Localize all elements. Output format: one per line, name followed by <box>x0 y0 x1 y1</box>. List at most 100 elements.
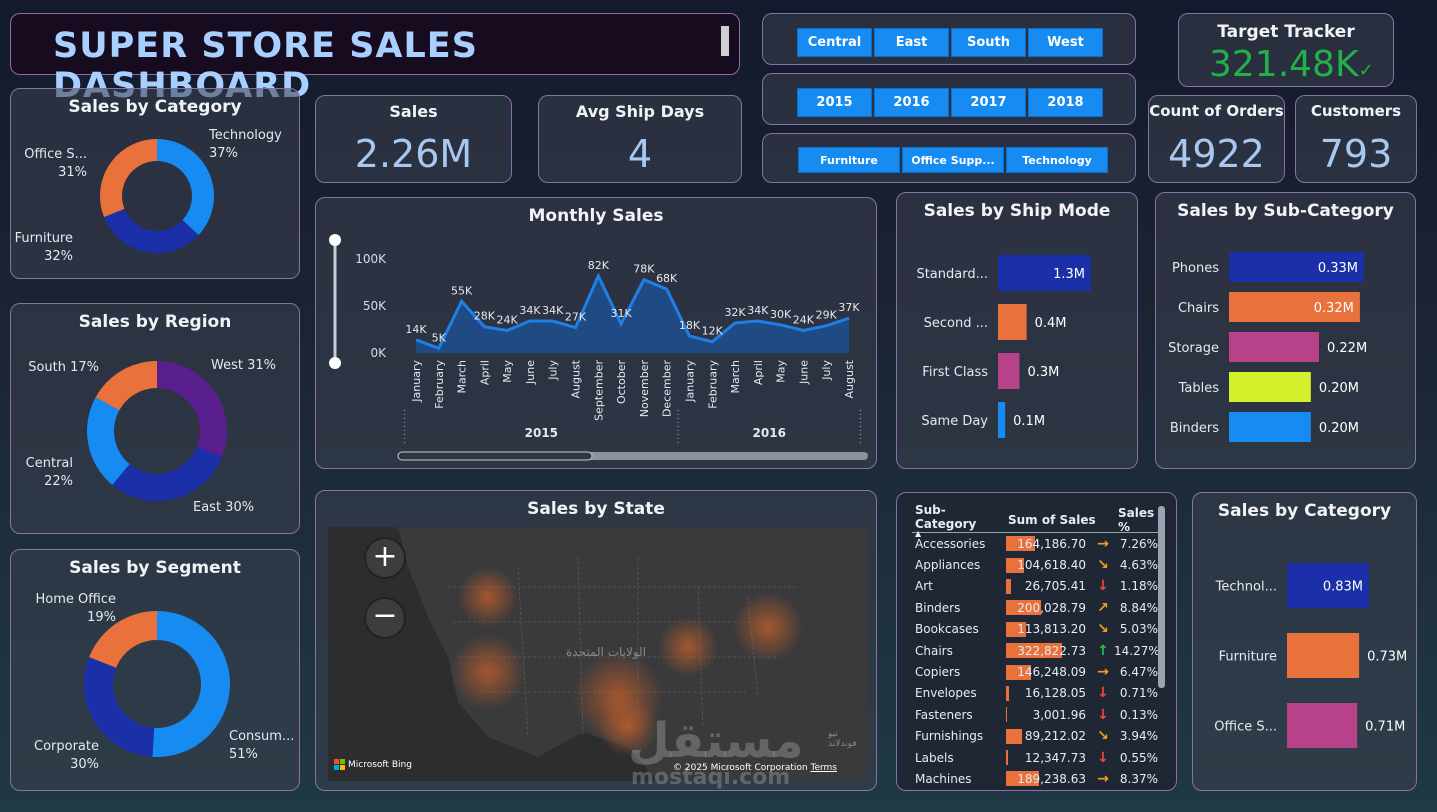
map-credit: Microsoft Bing <box>334 759 412 770</box>
x-tick-label: February <box>706 360 719 409</box>
cell-sales: 200,028.79 <box>1004 599 1092 616</box>
sort-ascending-icon: ▲ <box>915 529 922 538</box>
slicer-option-west[interactable]: West <box>1028 28 1103 57</box>
donut-slice[interactable] <box>100 139 157 217</box>
bar[interactable] <box>1229 332 1319 362</box>
table-row[interactable]: Accessories 164,186.70 → 7.26% <box>912 533 1162 554</box>
map-canvas[interactable]: + − الولايات المتحدة نيو فوندلاند Micros… <box>328 527 868 781</box>
cell-sales-pct: 1.18% <box>1119 579 1158 594</box>
donut-slice[interactable] <box>104 208 199 253</box>
donut-slice[interactable] <box>157 139 214 236</box>
slicer-option-2016[interactable]: 2016 <box>874 88 949 117</box>
bar[interactable] <box>998 353 1020 389</box>
bar-value-label: 1.3M <box>1053 267 1085 282</box>
x-tick-label: December <box>661 360 674 418</box>
table-row[interactable]: Envelopes 16,128.05 ↓ 0.71% <box>912 683 1162 704</box>
slicer-option-south[interactable]: South <box>951 28 1026 57</box>
cell-sales: 12,347.73 <box>1004 749 1092 766</box>
monthly-sales-chart: 0K 50K 100K 14K January 5K February 55K March 28K… <box>329 234 868 461</box>
table-row[interactable]: Furnishings 89,212.02 ↘ 3.94% <box>912 726 1162 747</box>
slicer-option-2017[interactable]: 2017 <box>951 88 1026 117</box>
series-line[interactable] <box>415 272 850 351</box>
donut-slice[interactable] <box>89 611 157 668</box>
cell-subcategory: Fasteners <box>915 707 973 722</box>
subcategory-table: Sub-Category ▲ Sum of Sales Sales % Acces… <box>912 503 1162 793</box>
donut-slice[interactable] <box>112 446 223 501</box>
slicer-option-east[interactable]: East <box>874 28 949 57</box>
x-tick-label: November <box>638 360 651 418</box>
trend-arrow-icon: ↓ <box>1097 685 1109 702</box>
table-row[interactable]: Bookcases 113,813.20 ↘ 5.03% <box>912 619 1162 640</box>
slicer-option-technology[interactable]: Technology <box>1006 147 1108 173</box>
cell-sales: 164,186.70 <box>1004 535 1092 552</box>
bar[interactable] <box>1287 563 1369 608</box>
table-row[interactable]: Fasteners 3,001.96 ↓ 0.13% <box>912 704 1162 725</box>
slicer-option-office-supp[interactable]: Office Supp... <box>902 147 1004 173</box>
slicer-option-central[interactable]: Central <box>797 28 872 57</box>
table-row[interactable]: Labels 12,347.73 ↓ 0.55% <box>912 747 1162 768</box>
bar[interactable] <box>1229 252 1364 282</box>
data-bar <box>1006 557 1025 573</box>
donut-slice[interactable] <box>86 397 130 485</box>
header-sales-pct[interactable]: Sales % <box>1118 506 1155 534</box>
trend-arrow-icon: ↘ <box>1097 728 1109 745</box>
terms-link[interactable]: Terms <box>810 763 837 773</box>
data-label: 34K <box>519 304 541 317</box>
table-row[interactable]: Binders 200,028.79 ↗ 8.84% <box>912 597 1162 618</box>
cell-sales: 104,618.40 <box>1004 557 1092 574</box>
year-slicer: 2015 2016 2017 2018 <box>797 88 1103 117</box>
cell-sales-pct: 6.47% <box>1119 665 1158 680</box>
bar[interactable] <box>998 402 1006 438</box>
region-donut-card: Sales by Region West 31% East 30% Central 2… <box>10 303 300 534</box>
table-row[interactable]: Appliances 104,618.40 ↘ 4.63% <box>912 554 1162 575</box>
trend-arrow-icon: ↓ <box>1097 578 1109 595</box>
donut-slice[interactable] <box>83 657 155 757</box>
bar-category-label: Chairs <box>1178 301 1219 316</box>
bar[interactable] <box>1229 412 1311 442</box>
data-label: 78K <box>633 263 655 276</box>
table-row[interactable]: Art 26,705.41 ↓ 1.18% <box>912 576 1162 597</box>
map-country-label: الولايات المتحدة <box>566 645 647 659</box>
table-row[interactable]: Copiers 146,248.09 → 6.47% <box>912 661 1162 682</box>
table-scrollbar[interactable] <box>1158 506 1165 688</box>
data-label: 24K <box>497 313 519 326</box>
cell-subcategory: Chairs <box>915 643 953 658</box>
slicer-option-2018[interactable]: 2018 <box>1028 88 1103 117</box>
h-scrollbar-thumb[interactable] <box>397 451 593 461</box>
x-tick-label: August <box>570 359 583 398</box>
cell-sales-pct: 8.37% <box>1119 771 1158 786</box>
cell-sales: 89,212.02 <box>1004 728 1092 745</box>
cell-sales-pct: 7.26% <box>1119 536 1158 551</box>
x-tick-label: June <box>524 360 537 385</box>
bar-category-label: Office S... <box>1214 720 1277 735</box>
bar[interactable] <box>1229 292 1360 322</box>
table-row[interactable]: Machines 189,238.63 → 8.37% <box>912 768 1162 789</box>
data-bar <box>1006 750 1009 766</box>
slicer-option-furniture[interactable]: Furniture <box>798 147 900 173</box>
category-donut-card: Sales by Category Technology 37% Furniture… <box>10 88 300 279</box>
x-tick-label: January <box>410 360 423 403</box>
bar[interactable] <box>1287 633 1360 678</box>
header-subcategory[interactable]: Sub-Category ▲ <box>912 503 1004 538</box>
bar[interactable] <box>1229 372 1311 402</box>
donut-label: Central <box>26 456 73 471</box>
zoom-in-button[interactable]: + <box>364 537 406 579</box>
customers-kpi-value: 793 <box>1319 132 1393 176</box>
range-slider-handle[interactable] <box>329 357 341 369</box>
table-row[interactable]: Chairs 322,822.73 ↑ 14.27% <box>912 640 1162 661</box>
header-sum-of-sales[interactable]: Sum of Sales <box>1008 513 1096 527</box>
bar[interactable] <box>998 304 1027 340</box>
donut-slice[interactable] <box>95 361 157 411</box>
zoom-out-button[interactable]: − <box>364 597 406 639</box>
x-tick-label: July <box>547 360 560 381</box>
category-bar-chart: Technol... 0.83M Furniture 0.73M Office S...… <box>1214 563 1407 748</box>
donut-label: 22% <box>44 474 73 489</box>
donut-slice[interactable] <box>152 611 230 757</box>
range-slider-handle[interactable] <box>329 234 341 246</box>
bar[interactable] <box>998 255 1091 291</box>
donut-label: Office S... <box>24 147 87 162</box>
bar[interactable] <box>1287 703 1358 748</box>
donut-slice[interactable] <box>157 361 227 457</box>
slicer-option-2015[interactable]: 2015 <box>797 88 872 117</box>
donut-label: 19% <box>87 610 116 625</box>
